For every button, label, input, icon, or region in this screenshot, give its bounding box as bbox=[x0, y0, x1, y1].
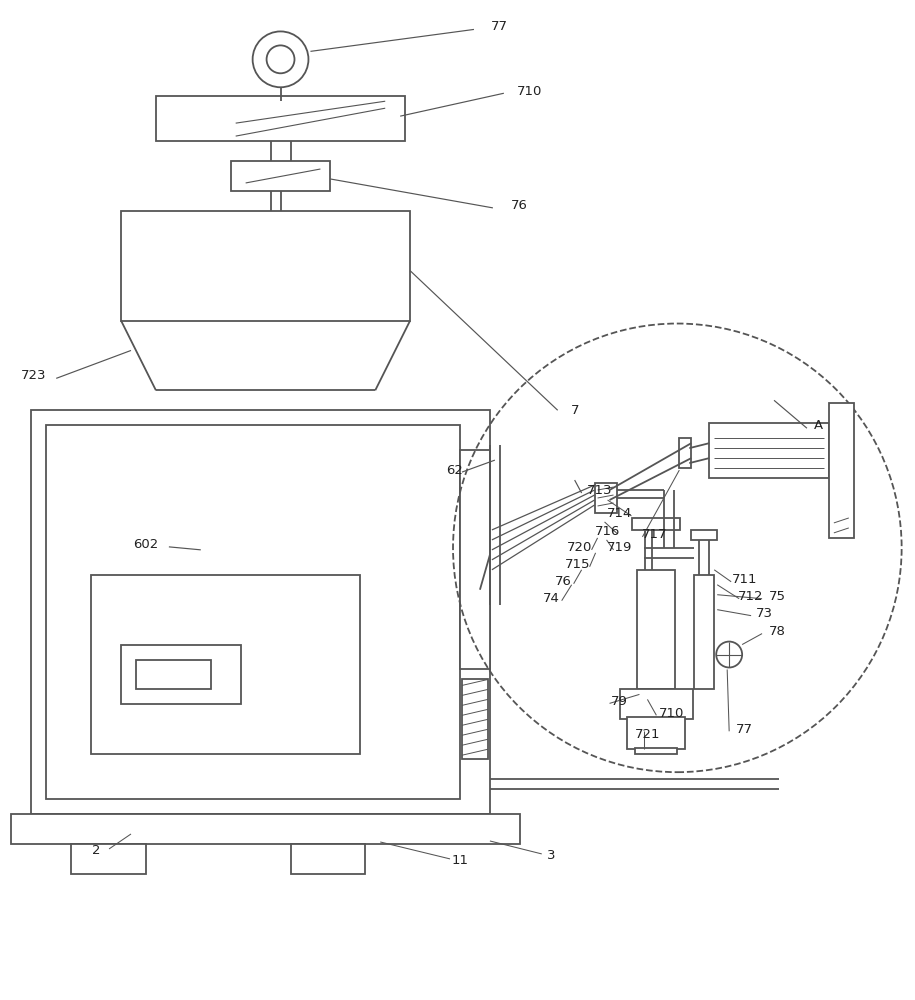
Text: 62: 62 bbox=[447, 464, 463, 477]
Text: 713: 713 bbox=[587, 484, 612, 497]
Text: 712: 712 bbox=[738, 590, 764, 603]
Bar bbox=[679, 438, 692, 468]
Bar bbox=[156, 96, 405, 141]
Text: 7: 7 bbox=[570, 404, 579, 417]
Bar bbox=[92, 575, 361, 754]
Text: 11: 11 bbox=[451, 854, 468, 867]
Text: 710: 710 bbox=[659, 707, 684, 720]
Text: 716: 716 bbox=[595, 525, 620, 538]
Text: 715: 715 bbox=[565, 558, 590, 571]
Text: 711: 711 bbox=[731, 573, 757, 586]
Text: 710: 710 bbox=[517, 85, 543, 98]
Text: 723: 723 bbox=[20, 369, 46, 382]
Bar bbox=[829, 403, 854, 538]
Text: 3: 3 bbox=[547, 849, 556, 862]
Text: 77: 77 bbox=[736, 723, 753, 736]
Text: 78: 78 bbox=[769, 625, 785, 638]
Bar bbox=[31, 410, 490, 814]
Bar bbox=[136, 660, 210, 689]
Text: 75: 75 bbox=[769, 590, 785, 603]
Bar bbox=[460, 450, 490, 669]
Bar bbox=[47, 425, 460, 799]
Bar bbox=[121, 211, 410, 321]
Bar bbox=[462, 679, 488, 759]
Text: 76: 76 bbox=[555, 575, 572, 588]
Circle shape bbox=[716, 642, 742, 667]
Text: 2: 2 bbox=[92, 844, 101, 857]
Bar bbox=[11, 814, 520, 844]
Bar bbox=[619, 689, 694, 719]
Bar bbox=[231, 161, 330, 191]
Text: 721: 721 bbox=[635, 728, 660, 741]
Text: 714: 714 bbox=[607, 507, 632, 520]
Text: 717: 717 bbox=[641, 528, 667, 541]
Bar bbox=[121, 645, 241, 704]
Text: 719: 719 bbox=[607, 541, 632, 554]
Bar bbox=[632, 518, 681, 530]
Text: 79: 79 bbox=[611, 695, 628, 708]
Text: 602: 602 bbox=[134, 538, 158, 551]
Text: 77: 77 bbox=[491, 20, 509, 33]
Text: 720: 720 bbox=[567, 541, 592, 554]
Bar bbox=[638, 570, 675, 689]
Bar bbox=[692, 530, 717, 540]
Bar bbox=[290, 844, 365, 874]
Bar bbox=[628, 717, 685, 749]
Bar bbox=[694, 575, 715, 689]
Text: 76: 76 bbox=[511, 199, 528, 212]
Text: A: A bbox=[814, 419, 824, 432]
Bar bbox=[635, 748, 677, 754]
Text: 73: 73 bbox=[756, 607, 772, 620]
Bar bbox=[595, 483, 617, 513]
Circle shape bbox=[253, 31, 308, 87]
Bar bbox=[709, 423, 829, 478]
Text: 74: 74 bbox=[544, 592, 560, 605]
Bar bbox=[71, 844, 146, 874]
Circle shape bbox=[266, 45, 295, 73]
